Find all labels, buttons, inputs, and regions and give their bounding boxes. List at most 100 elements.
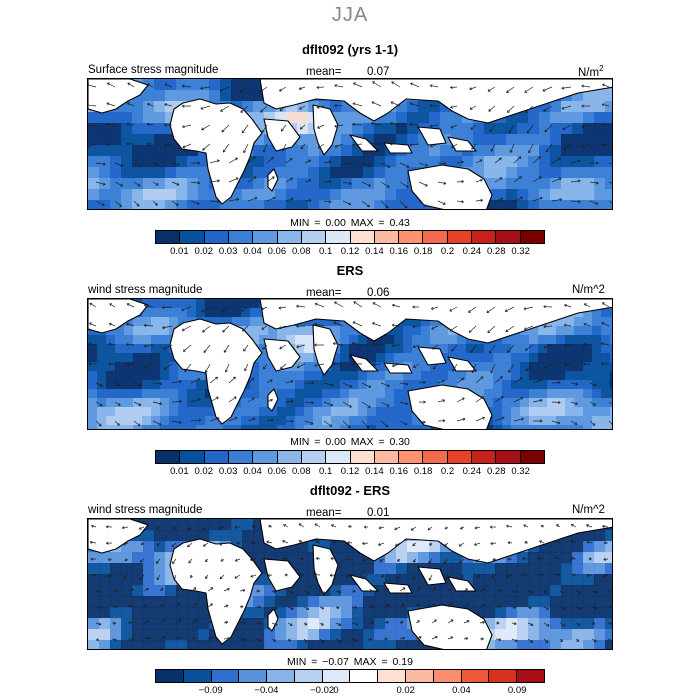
colorbar-swatch [374,451,400,463]
colorbar-tick-label: 0.32 [511,466,530,477]
colorbar-tick-label: −0.02 [310,685,335,696]
colorbar-tick-label: 0.08 [292,246,311,257]
colorbar-swatch [374,231,400,243]
colorbar-tick-label: 0.18 [413,246,433,257]
colorbar-tick-label: 0.12 [340,246,360,257]
colorbar-swatch [496,231,521,243]
colorbar-swatch [239,670,268,682]
colorbar-swatch [204,451,229,463]
colorbar-swatch [461,670,490,682]
colorbar-tick-label: 0.01 [170,246,189,257]
panel-3-map [87,518,613,650]
colorbar-tick-label: 0 [333,685,339,696]
panel-3-units: N/m^2 [572,504,605,516]
colorbar-swatch [472,231,497,243]
colorbar-swatch [277,451,302,463]
colorbar-tick-label: 0.16 [389,466,409,477]
colorbar-tick-label: 0.02 [396,685,415,696]
colorbar-swatch [156,670,184,682]
colorbar-tick-label: 0.01 [170,466,189,477]
colorbar-tick-label: 0.08 [292,466,311,477]
page-title: JJA [331,4,369,26]
colorbar-swatch [301,231,327,243]
panel-3-variable-label: wind stress magnitude [88,504,203,516]
colorbar-tick-label: 0.02 [194,246,214,257]
panel-2-colorbar [155,450,545,464]
colorbar-swatch [211,670,240,682]
panel-2-stats: MIN = 0.00 MAX = 0.30 [0,436,700,448]
colorbar-swatch [253,231,278,243]
colorbar-tick-label: 0.24 [462,246,482,257]
colorbar-swatch [350,670,379,682]
colorbar-swatch [156,451,181,463]
panel-3-mean-value: 0.01 [367,507,390,519]
colorbar-tick-label: 0.14 [365,466,384,477]
colorbar-swatch [180,451,205,463]
colorbar-swatch [447,451,473,463]
colorbar-swatch [228,231,254,243]
colorbar-swatch [322,670,351,682]
colorbar-tick-label: 0.02 [194,466,214,477]
colorbar-swatch [204,231,229,243]
panel-3-stats: MIN = −0.07 MAX = 0.19 [0,656,700,668]
colorbar-swatch [301,451,327,463]
colorbar-swatch [277,231,302,243]
panel-1-colorbar-ticks: 0.01 0.02 0.03 0.04 0.06 0.08 0.1 0.12 0.14 0.16 0… [155,246,545,258]
colorbar-swatch [496,451,521,463]
colorbar-swatch [517,670,544,682]
panel-2-mean-value: 0.06 [367,287,390,299]
colorbar-tick-label: 0.03 [218,246,238,257]
panel-3-max-label: MAX = [353,656,388,668]
colorbar-tick-label: 0.06 [267,466,287,477]
colorbar-swatch [433,670,462,682]
colorbar-tick-label: 0.14 [365,246,384,257]
colorbar-tick-label: 0.04 [243,246,262,257]
colorbar-swatch [520,451,544,463]
panel-2-mean-label: mean= [306,287,342,299]
panel-1-units-sup: 2 [599,64,604,73]
colorbar-swatch [326,451,351,463]
colorbar-swatch [183,670,212,682]
colorbar-swatch [399,451,424,463]
colorbar-swatch [472,451,497,463]
colorbar-swatch [228,451,254,463]
colorbar-tick-label: 0.09 [507,685,527,696]
colorbar-tick-label: 0.03 [218,466,238,477]
panel-1-mean-label: mean= [306,66,342,78]
colorbar-tick-label: 0.32 [511,246,530,257]
colorbar-tick-label: −0.09 [198,685,223,696]
colorbar-swatch [423,451,448,463]
colorbar-tick-label: 0.1 [319,466,333,477]
colorbar-swatch [253,451,278,463]
panel-3-min-label: MIN = [287,656,318,668]
colorbar-tick-label: 0.06 [267,246,287,257]
panel-2-units: N/m^2 [572,284,605,296]
panel-1-map [87,78,613,210]
panel-2-colorbar-ticks: 0.01 0.02 0.03 0.04 0.06 0.08 0.1 0.12 0.14 0.16 0… [155,466,545,478]
colorbar-tick-label: 0.28 [487,466,506,477]
panel-2-variable-label: wind stress magnitude [88,284,203,296]
colorbar-tick-label: 0.24 [462,466,482,477]
panel-3-title: dflt092 - ERS [309,483,391,498]
colorbar-tick-label: 0.16 [389,246,409,257]
colorbar-swatch [326,231,351,243]
panel-3-min-value: −0.07 [322,656,349,668]
panel-3-max-value: 0.19 [392,656,413,668]
colorbar-tick-label: 0.2 [440,466,455,477]
colorbar-swatch [489,670,518,682]
colorbar-swatch [294,670,323,682]
colorbar-tick-label: 0.04 [243,466,262,477]
colorbar-swatch [399,231,424,243]
panel-1-mean-value: 0.07 [367,66,390,78]
panel-3-colorbar [155,669,545,683]
panel-1-max-label: MAX = [350,217,385,229]
panel-2-map [87,298,613,430]
panel-1-min-label: MIN = [290,217,321,229]
colorbar-tick-label: 0.04 [452,685,471,696]
panel-3-colorbar-ticks: −0.09 −0.04 −0.02 0 0.02 0.04 0.09 [155,685,545,697]
colorbar-swatch [378,670,407,682]
colorbar-tick-label: 0.2 [440,246,455,257]
colorbar-swatch [350,451,375,463]
panel-1-variable-label: Surface stress magnitude [88,64,219,76]
colorbar-tick-label: 0.28 [487,246,506,257]
